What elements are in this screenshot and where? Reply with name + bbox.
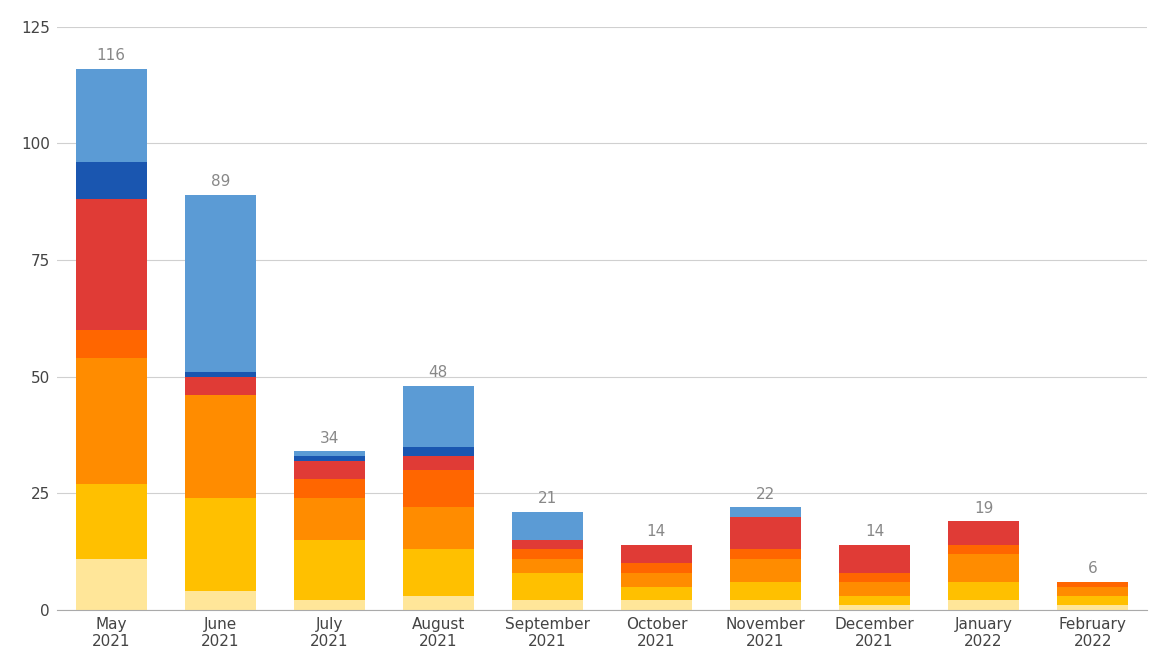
Bar [403,386,474,447]
Bar [839,545,910,572]
Text: 116: 116 [97,48,126,63]
Bar [839,572,910,582]
Bar [403,447,474,456]
Bar [621,572,691,586]
Bar [403,596,474,610]
Bar [948,545,1018,554]
Bar [512,540,583,549]
Bar [76,559,147,610]
Text: 21: 21 [537,491,557,507]
Bar [948,554,1018,582]
Bar [294,600,364,610]
Bar [512,600,583,610]
Bar [185,195,256,372]
Bar [1057,582,1128,586]
Text: 6: 6 [1087,561,1098,576]
Bar [948,521,1018,545]
Bar [185,498,256,591]
Bar [1057,586,1128,596]
Bar [403,507,474,549]
Bar [621,600,691,610]
Bar [512,512,583,540]
Bar [185,377,256,395]
Bar [76,330,147,358]
Bar [294,452,364,456]
Bar [730,582,801,600]
Bar [730,549,801,559]
Bar [185,372,256,377]
Bar [185,395,256,498]
Text: 34: 34 [320,431,339,446]
Bar [403,456,474,470]
Bar [621,586,691,600]
Text: 89: 89 [210,174,230,189]
Bar [948,582,1018,600]
Bar [76,484,147,559]
Bar [403,549,474,596]
Bar [76,358,147,484]
Bar [512,549,583,559]
Bar [839,582,910,596]
Text: 14: 14 [647,524,666,539]
Bar [294,540,364,600]
Text: 19: 19 [974,500,993,516]
Bar [621,563,691,572]
Bar [76,69,147,162]
Bar [294,456,364,460]
Text: 14: 14 [865,524,884,539]
Bar [948,600,1018,610]
Bar [294,479,364,498]
Bar [294,498,364,540]
Bar [512,559,583,572]
Bar [730,517,801,549]
Bar [512,572,583,600]
Bar [730,507,801,517]
Text: 22: 22 [756,486,776,502]
Text: 48: 48 [429,365,449,381]
Bar [621,545,691,563]
Bar [1057,605,1128,610]
Bar [839,605,910,610]
Bar [76,162,147,200]
Bar [1057,596,1128,605]
Bar [730,559,801,582]
Bar [403,470,474,507]
Bar [839,596,910,605]
Bar [730,600,801,610]
Bar [294,460,364,479]
Bar [76,200,147,330]
Bar [185,591,256,610]
